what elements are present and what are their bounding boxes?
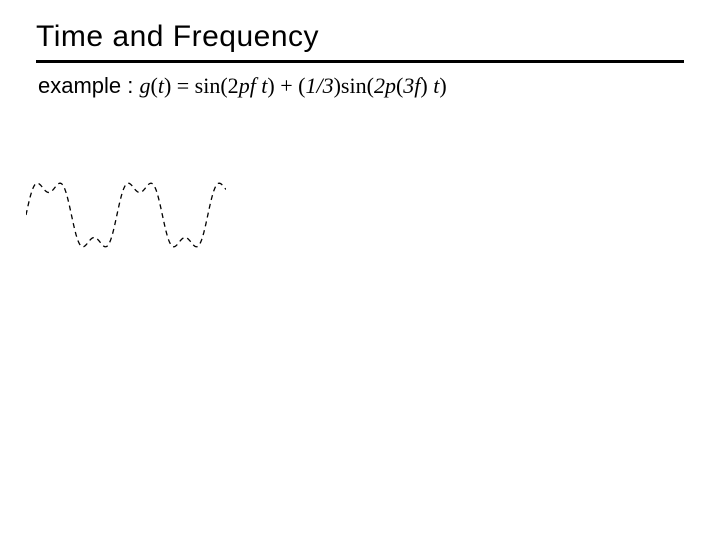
formula-segment: g xyxy=(140,73,151,98)
waveform-chart xyxy=(26,158,226,272)
formula-segment: 2p xyxy=(374,73,396,98)
formula-segment: pf t xyxy=(239,73,268,98)
formula-segment: ) xyxy=(439,73,446,98)
formula-segment: ) = sin(2 xyxy=(164,73,239,98)
formula-segment: 3f xyxy=(403,73,420,98)
page-title: Time and Frequency xyxy=(36,20,684,54)
formula-segment: 1/3 xyxy=(305,73,333,98)
formula-text: g(t) = sin(2pf t) + (1/3)sin(2p(3f) t) xyxy=(140,73,447,98)
formula-segment: ) xyxy=(420,73,433,98)
formula-segment: ) + ( xyxy=(267,73,305,98)
title-rule xyxy=(36,60,684,63)
example-label: example : xyxy=(38,73,140,98)
waveform-svg xyxy=(26,158,226,272)
formula-segment: ( xyxy=(151,73,158,98)
waveform-path xyxy=(26,183,226,247)
formula-segment: )sin( xyxy=(334,73,374,98)
example-line: example : g(t) = sin(2pf t) + (1/3)sin(2… xyxy=(38,73,684,99)
slide: Time and Frequency example : g(t) = sin(… xyxy=(0,0,720,540)
